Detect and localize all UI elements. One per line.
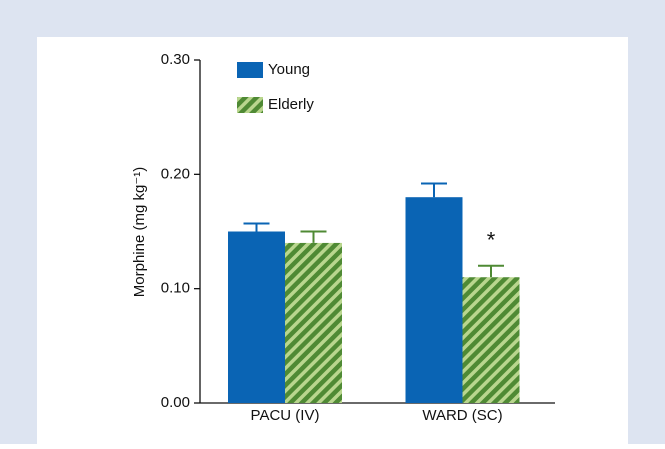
- y-tick-label: 0.20: [161, 165, 190, 182]
- y-axis-label: Morphine (mg kg⁻¹): [131, 167, 148, 297]
- bar: [285, 242, 342, 403]
- legend-label: Elderly: [268, 96, 314, 113]
- legend-swatch: [237, 62, 263, 78]
- bar: [405, 197, 463, 403]
- annotation: *: [487, 228, 496, 253]
- x-tick-label: WARD (SC): [422, 407, 502, 424]
- error-bar: [300, 230, 327, 243]
- bar: [462, 277, 520, 403]
- legend-label: Young: [268, 61, 310, 78]
- x-tick-label: PACU (IV): [251, 407, 320, 424]
- error-bar: [243, 222, 270, 232]
- bar: [228, 231, 285, 403]
- y-tick-label: 0.10: [161, 280, 190, 297]
- error-bar: [421, 182, 447, 198]
- legend-swatch: [237, 97, 263, 113]
- y-tick-label: 0.00: [161, 394, 190, 411]
- error-bar: [478, 264, 504, 278]
- y-tick-label: 0.30: [161, 51, 190, 68]
